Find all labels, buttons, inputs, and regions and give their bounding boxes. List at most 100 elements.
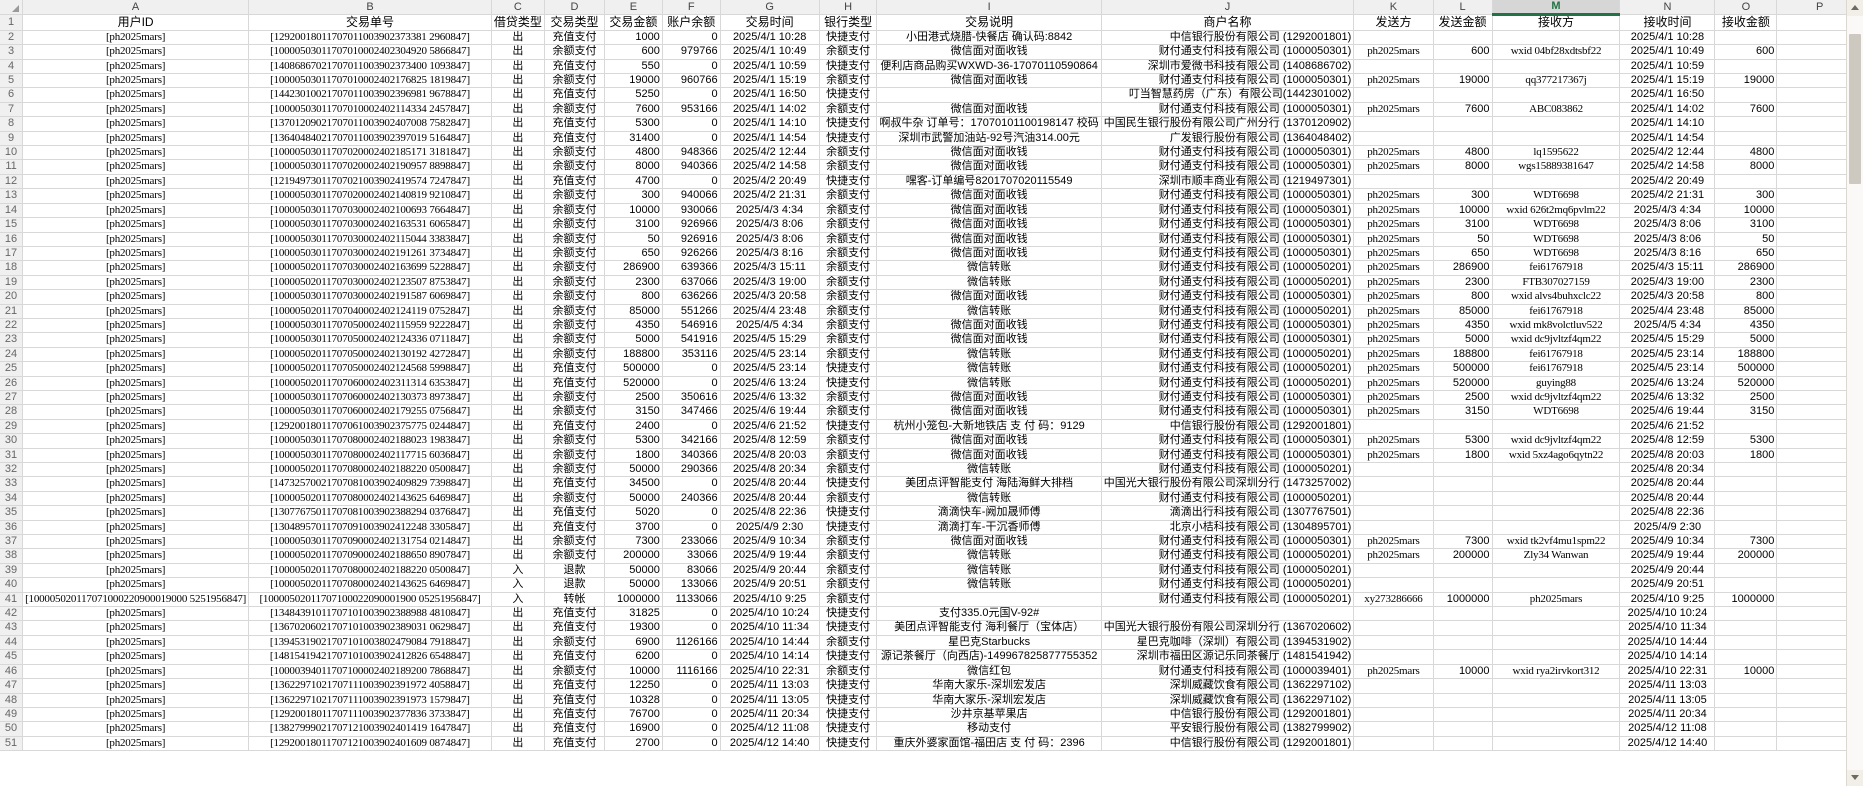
cell-user-id[interactable]: [ph2025mars] [22,678,250,694]
cell-account-balance[interactable]: 0 [662,361,721,377]
cell-debit-credit-type[interactable]: 出 [491,131,545,147]
cell-send-amount[interactable]: 85000 [1433,304,1493,319]
row-number-30[interactable]: 30 [0,433,24,449]
cell-transaction-description[interactable]: 沙井京基苹果店 [876,707,1102,723]
cell-bank-type[interactable]: 余额支付 [819,433,878,449]
table-row[interactable]: 5 [ph2025mars] [10000503011707010002402176… [0,73,1863,89]
cell-receiver[interactable] [1491,59,1621,75]
cell-transaction-description[interactable]: 支付335.0元国V-92# [876,606,1102,622]
cell-transaction-no[interactable]: [13670206021707101003902389031 0629847] [248,620,492,636]
cell-user-id[interactable]: [ph2025mars] [22,347,250,363]
cell-transaction-amount[interactable]: 34500 [604,476,663,492]
cell-transaction-no[interactable]: [10000394011707100002402189200 7868847] [248,664,492,680]
cell-transaction-no[interactable]: [10000502011707050002402124568 5998847] [248,361,492,377]
cell-receive-time[interactable]: 2025/4/10 10:24 [1619,606,1716,622]
cell-receive-amount[interactable] [1714,174,1778,190]
cell-transaction-time[interactable]: 2025/4/2 20:49 [720,174,820,190]
cell-debit-credit-type[interactable]: 出 [491,304,545,319]
cell-receive-time[interactable]: 2025/4/1 16:50 [1619,87,1716,103]
column-header-b[interactable]: B [248,0,492,16]
cell-receive-time[interactable]: 2025/4/10 14:14 [1619,649,1716,665]
cell-account-balance[interactable]: 551266 [662,304,721,319]
cell-account-balance[interactable]: 0 [662,59,721,75]
row-number-46[interactable]: 46 [0,664,24,680]
cell-sender[interactable]: ph2025mars [1353,188,1434,204]
table-row[interactable]: 42 [ph2025mars] [1348439101170710100390238… [0,606,1863,622]
cell-transaction-time[interactable]: 2025/4/1 16:50 [720,87,820,103]
cell-sender[interactable]: ph2025mars [1353,448,1434,464]
cell-bank-type[interactable]: 快捷支付 [819,707,878,723]
cell-transaction-amount[interactable]: 300 [604,188,663,204]
cell-transaction-description[interactable]: 微信面对面收钱 [876,44,1102,60]
cell-receive-amount[interactable] [1714,131,1778,147]
cell-debit-credit-type[interactable]: 出 [491,419,545,435]
cell-sender[interactable]: ph2025mars [1353,232,1434,247]
cell-transaction-time[interactable]: 2025/4/5 23:14 [720,361,820,377]
cell-transaction-no[interactable]: [13484391011707101003902388988 4810847] [248,606,492,622]
cell-send-amount[interactable]: 3100 [1433,217,1493,233]
cell-send-amount[interactable]: 50 [1433,232,1493,247]
cell-merchant-name[interactable]: 财付通支付科技有限公司 (1000050301) [1101,390,1355,406]
cell-transaction-amount[interactable]: 50000 [604,563,663,579]
cell-transaction-time[interactable]: 2025/4/11 13:03 [720,678,820,694]
row-number-28[interactable]: 28 [0,404,24,420]
cell-transaction-time[interactable]: 2025/4/5 23:14 [720,347,820,363]
cell-transaction-type[interactable]: 余额支付 [544,433,606,449]
cell-receive-time[interactable]: 2025/4/10 14:44 [1619,635,1716,651]
cell-receive-time[interactable]: 2025/4/6 13:32 [1619,390,1716,406]
cell-receiver[interactable]: wgs15889381647 [1491,159,1621,175]
cell-receive-amount[interactable] [1714,116,1778,132]
row-number-31[interactable]: 31 [0,448,24,464]
cell-sender[interactable] [1353,678,1434,694]
cell-user-id[interactable]: [ph2025mars] [22,232,250,247]
cell-receive-amount[interactable]: 200000 [1714,548,1778,564]
cell-bank-type[interactable]: 余额支付 [819,304,878,319]
cell-receive-amount[interactable] [1714,620,1778,636]
cell-transaction-description[interactable]: 源记茶餐厅（向西店)-149967825877755352 [876,649,1102,665]
table-row[interactable]: 40 [ph2025mars] [1000050201170708000240214… [0,577,1863,593]
cell-debit-credit-type[interactable]: 出 [491,390,545,406]
cell-receiver[interactable]: WDT6698 [1491,188,1621,204]
cell-debit-credit-type[interactable]: 出 [491,116,545,132]
cell-receiver[interactable]: WDT6698 [1491,217,1621,233]
cell-merchant-name[interactable]: 财付通支付科技有限公司 (1000050301) [1101,203,1355,219]
cell-receiver[interactable]: fei61767918 [1491,347,1621,363]
cell-bank-type[interactable]: 快捷支付 [819,606,878,622]
cell-bank-type[interactable]: 余额支付 [819,145,878,161]
column-header-p[interactable]: P [1776,0,1863,16]
cell-transaction-no[interactable]: [10000503011707060002402130373 8973847] [248,390,492,406]
cell-send-amount[interactable] [1433,736,1493,752]
cell-transaction-no[interactable]: [10000503011707010002402304920 5866847] [248,44,492,60]
cell-receiver[interactable]: fei61767918 [1491,361,1621,377]
row-number-22[interactable]: 22 [0,318,24,334]
cell-send-amount[interactable]: 1000000 [1433,592,1493,608]
cell-merchant-name[interactable]: 叮当智慧药房（广东）有限公司(1442301002) [1101,87,1355,103]
cell-transaction-time[interactable]: 2025/4/2 14:58 [720,159,820,175]
cell-merchant-name[interactable]: 深圳威藏饮食有限公司 (1362297102) [1101,693,1355,708]
cell-bank-type[interactable]: 快捷支付 [819,30,878,46]
cell-send-amount[interactable] [1433,620,1493,636]
table-row[interactable]: 6 [ph2025mars] [14423010021707011003902396… [0,87,1863,103]
cell-merchant-name[interactable]: 财付通支付科技有限公司 (1000050201) [1101,361,1355,377]
cell-debit-credit-type[interactable]: 出 [491,491,545,507]
cell-transaction-time[interactable]: 2025/4/3 8:16 [720,246,820,262]
cell-receiver[interactable] [1491,116,1621,132]
cell-bank-type[interactable]: 余额支付 [819,592,878,608]
row-number-41[interactable]: 41 [0,592,24,608]
cell-bank-type[interactable]: 余额支付 [819,232,878,247]
cell-user-id[interactable]: [ph2025mars] [22,404,250,420]
cell-transaction-type[interactable]: 充值支付 [544,87,606,103]
cell-receive-amount[interactable] [1714,30,1778,46]
cell-debit-credit-type[interactable]: 出 [491,145,545,161]
cell-bank-type[interactable]: 余额支付 [819,491,878,507]
cell-receive-time[interactable]: 2025/4/8 20:34 [1619,462,1716,478]
cell-send-amount[interactable] [1433,131,1493,147]
cell-sender[interactable] [1353,174,1434,190]
cell-account-balance[interactable]: 33066 [662,548,721,564]
cell-sender[interactable]: ph2025mars [1353,217,1434,233]
cell-send-amount[interactable]: 19000 [1433,73,1493,89]
column-header-a[interactable]: A [22,0,250,16]
table-row[interactable]: 26 [ph2025mars] [1000050201170706000240231… [0,376,1863,391]
cell-transaction-type[interactable]: 充值支付 [544,505,606,521]
cell-debit-credit-type[interactable]: 入 [491,563,545,579]
